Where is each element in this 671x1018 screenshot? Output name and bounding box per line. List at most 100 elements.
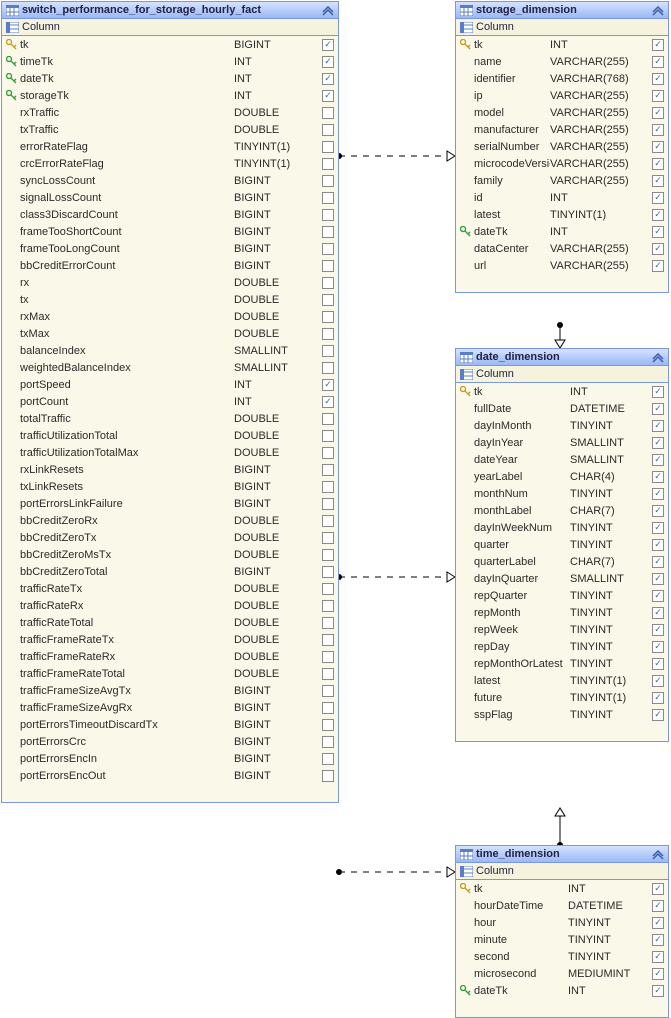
table-row[interactable]: timeTkINT✓ <box>2 53 338 70</box>
not-null-checkbox[interactable]: ✓ <box>650 243 666 255</box>
not-null-checkbox[interactable] <box>320 294 336 306</box>
not-null-checkbox[interactable] <box>320 447 336 459</box>
table-row[interactable]: dateTkINT✓ <box>2 70 338 87</box>
not-null-checkbox[interactable] <box>320 311 336 323</box>
not-null-checkbox[interactable] <box>320 107 336 119</box>
table-row[interactable]: tkINT✓ <box>456 880 668 897</box>
table-row[interactable]: latestTINYINT(1)✓ <box>456 206 668 223</box>
not-null-checkbox[interactable] <box>320 158 336 170</box>
not-null-checkbox[interactable]: ✓ <box>650 158 666 170</box>
table-row[interactable]: class3DiscardCountBIGINT <box>2 206 338 223</box>
not-null-checkbox[interactable]: ✓ <box>650 141 666 153</box>
not-null-checkbox[interactable] <box>320 243 336 255</box>
not-null-checkbox[interactable] <box>320 413 336 425</box>
not-null-checkbox[interactable]: ✓ <box>320 73 336 85</box>
table-row[interactable]: microsecondMEDIUMINT✓ <box>456 965 668 982</box>
not-null-checkbox[interactable] <box>320 175 336 187</box>
table-header[interactable]: date_dimension <box>456 349 668 366</box>
table-row[interactable]: bbCreditZeroMsTxDOUBLE <box>2 546 338 563</box>
table-row[interactable]: rxDOUBLE <box>2 274 338 291</box>
not-null-checkbox[interactable]: ✓ <box>320 56 336 68</box>
table-row[interactable]: bbCreditZeroTxDOUBLE <box>2 529 338 546</box>
table-row[interactable]: serialNumberVARCHAR(255)✓ <box>456 138 668 155</box>
not-null-checkbox[interactable]: ✓ <box>650 658 666 670</box>
table-row[interactable]: manufacturerVARCHAR(255)✓ <box>456 121 668 138</box>
not-null-checkbox[interactable]: ✓ <box>320 39 336 51</box>
table-row[interactable]: syncLossCountBIGINT <box>2 172 338 189</box>
not-null-checkbox[interactable] <box>320 328 336 340</box>
table-header[interactable]: storage_dimension <box>456 2 668 19</box>
not-null-checkbox[interactable]: ✓ <box>650 386 666 398</box>
not-null-checkbox[interactable]: ✓ <box>650 624 666 636</box>
not-null-checkbox[interactable] <box>320 226 336 238</box>
not-null-checkbox[interactable] <box>320 651 336 663</box>
table-row[interactable]: trafficFrameSizeAvgTxBIGINT <box>2 682 338 699</box>
not-null-checkbox[interactable] <box>320 702 336 714</box>
table-row[interactable]: tkINT✓ <box>456 36 668 53</box>
table-row[interactable]: balanceIndexSMALLINT <box>2 342 338 359</box>
table-row[interactable]: familyVARCHAR(255)✓ <box>456 172 668 189</box>
collapse-icon[interactable] <box>652 6 664 14</box>
table-row[interactable]: frameTooLongCountBIGINT <box>2 240 338 257</box>
not-null-checkbox[interactable]: ✓ <box>650 692 666 704</box>
not-null-checkbox[interactable]: ✓ <box>650 675 666 687</box>
table-row[interactable]: secondTINYINT✓ <box>456 948 668 965</box>
not-null-checkbox[interactable]: ✓ <box>320 396 336 408</box>
table-row[interactable]: dayInQuarterSMALLINT✓ <box>456 570 668 587</box>
not-null-checkbox[interactable] <box>320 277 336 289</box>
table-row[interactable]: trafficRateRxDOUBLE <box>2 597 338 614</box>
table-row[interactable]: repDayTINYINT✓ <box>456 638 668 655</box>
not-null-checkbox[interactable]: ✓ <box>650 556 666 568</box>
table-row[interactable]: trafficFrameRateTxDOUBLE <box>2 631 338 648</box>
table-row[interactable]: repMonthTINYINT✓ <box>456 604 668 621</box>
not-null-checkbox[interactable] <box>320 549 336 561</box>
collapse-icon[interactable] <box>322 6 334 14</box>
table-row[interactable]: dataCenterVARCHAR(255)✓ <box>456 240 668 257</box>
not-null-checkbox[interactable] <box>320 209 336 221</box>
not-null-checkbox[interactable]: ✓ <box>650 968 666 980</box>
not-null-checkbox[interactable] <box>320 345 336 357</box>
not-null-checkbox[interactable] <box>320 685 336 697</box>
table-row[interactable]: urlVARCHAR(255)✓ <box>456 257 668 274</box>
not-null-checkbox[interactable] <box>320 532 336 544</box>
not-null-checkbox[interactable] <box>320 192 336 204</box>
table-header[interactable]: time_dimension <box>456 846 668 863</box>
table-row[interactable]: frameTooShortCountBIGINT <box>2 223 338 240</box>
table-row[interactable]: quarterTINYINT✓ <box>456 536 668 553</box>
table-row[interactable]: trafficFrameSizeAvgRxBIGINT <box>2 699 338 716</box>
collapse-icon[interactable] <box>652 353 664 361</box>
not-null-checkbox[interactable]: ✓ <box>650 505 666 517</box>
not-null-checkbox[interactable]: ✓ <box>650 403 666 415</box>
table-row[interactable]: trafficUtilizationTotalMaxDOUBLE <box>2 444 338 461</box>
not-null-checkbox[interactable] <box>320 753 336 765</box>
table-row[interactable]: repWeekTINYINT✓ <box>456 621 668 638</box>
table-row[interactable]: sspFlagTINYINT✓ <box>456 706 668 723</box>
table-row[interactable]: crcErrorRateFlagTINYINT(1) <box>2 155 338 172</box>
table-row[interactable]: modelVARCHAR(255)✓ <box>456 104 668 121</box>
not-null-checkbox[interactable]: ✓ <box>650 175 666 187</box>
not-null-checkbox[interactable]: ✓ <box>650 951 666 963</box>
table-row[interactable]: portCountINT✓ <box>2 393 338 410</box>
not-null-checkbox[interactable]: ✓ <box>650 90 666 102</box>
not-null-checkbox[interactable] <box>320 634 336 646</box>
table-row[interactable]: ipVARCHAR(255)✓ <box>456 87 668 104</box>
not-null-checkbox[interactable] <box>320 430 336 442</box>
not-null-checkbox[interactable]: ✓ <box>650 209 666 221</box>
not-null-checkbox[interactable]: ✓ <box>650 226 666 238</box>
not-null-checkbox[interactable]: ✓ <box>650 437 666 449</box>
table-row[interactable]: txDOUBLE <box>2 291 338 308</box>
table-row[interactable]: quarterLabelCHAR(7)✓ <box>456 553 668 570</box>
not-null-checkbox[interactable]: ✓ <box>320 90 336 102</box>
table-row[interactable]: rxMaxDOUBLE <box>2 308 338 325</box>
not-null-checkbox[interactable] <box>320 736 336 748</box>
not-null-checkbox[interactable]: ✓ <box>650 607 666 619</box>
table-row[interactable]: portErrorsCrcBIGINT <box>2 733 338 750</box>
table-row[interactable]: portErrorsEncInBIGINT <box>2 750 338 767</box>
not-null-checkbox[interactable]: ✓ <box>650 488 666 500</box>
not-null-checkbox[interactable] <box>320 481 336 493</box>
collapse-icon[interactable] <box>652 850 664 858</box>
not-null-checkbox[interactable] <box>320 719 336 731</box>
not-null-checkbox[interactable]: ✓ <box>650 260 666 272</box>
not-null-checkbox[interactable] <box>320 770 336 782</box>
table-row[interactable]: txMaxDOUBLE <box>2 325 338 342</box>
